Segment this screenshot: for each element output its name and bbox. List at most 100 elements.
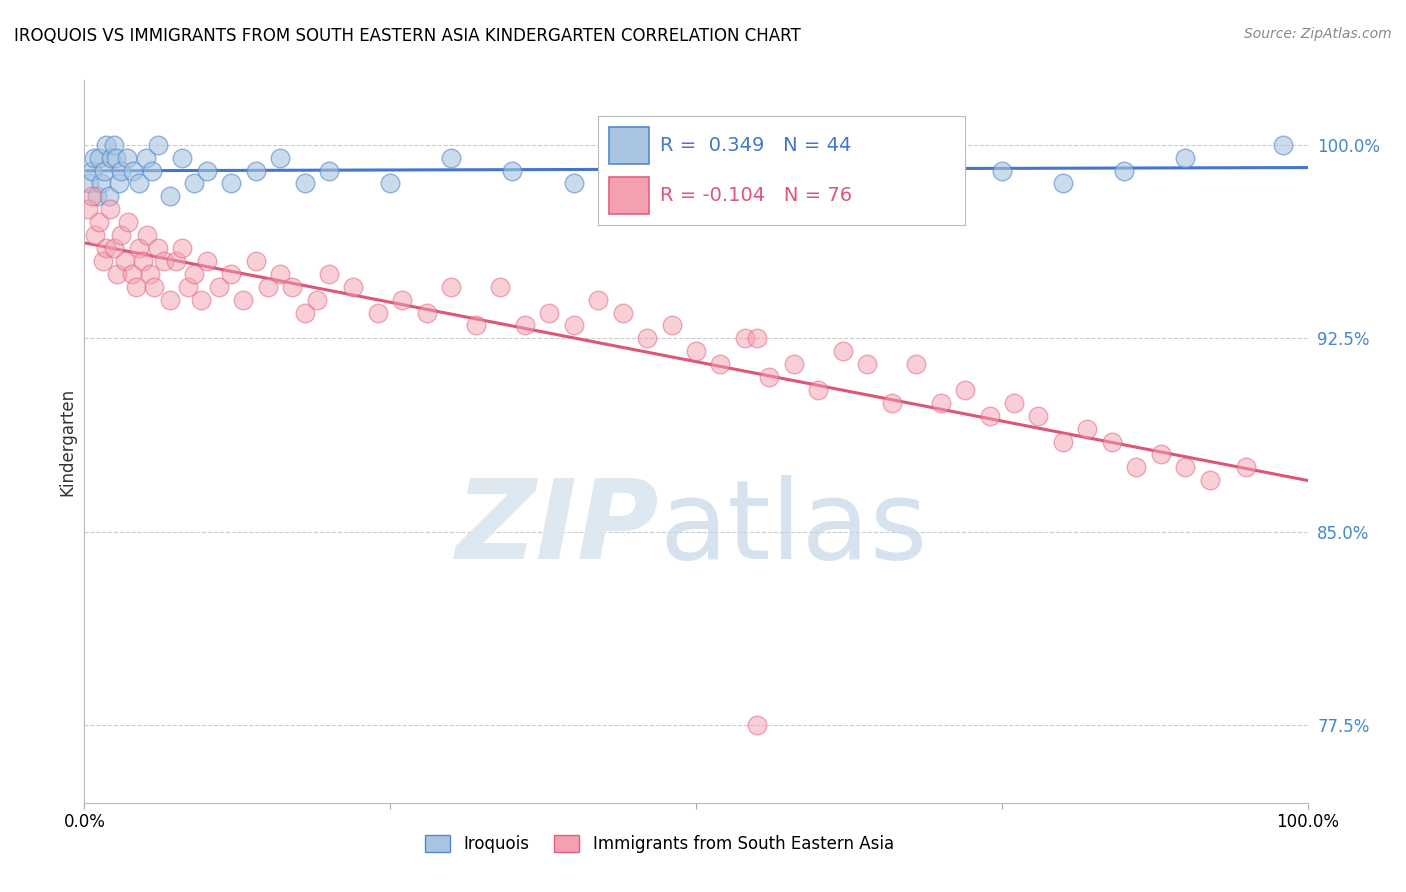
- Point: [562, 177, 585, 191]
- Point: [929, 396, 952, 410]
- Point: [709, 357, 731, 371]
- Point: [624, 151, 647, 165]
- Point: [991, 163, 1014, 178]
- Point: [869, 163, 891, 178]
- Point: [245, 254, 267, 268]
- Point: [190, 293, 212, 307]
- Point: [135, 151, 157, 165]
- Point: [146, 241, 169, 255]
- Point: [90, 177, 112, 191]
- Point: [97, 189, 120, 203]
- Point: [87, 215, 110, 229]
- Point: [183, 267, 205, 281]
- Point: [135, 228, 157, 243]
- Point: [91, 254, 114, 268]
- Point: [1114, 163, 1136, 178]
- Point: [1002, 396, 1025, 410]
- Point: [100, 151, 122, 165]
- Point: [208, 279, 231, 293]
- Point: [318, 267, 340, 281]
- Point: [586, 293, 609, 307]
- Point: [747, 331, 769, 345]
- Point: [245, 163, 267, 178]
- Point: [318, 163, 340, 178]
- Point: [929, 177, 952, 191]
- Y-axis label: Kindergarten: Kindergarten: [58, 387, 76, 496]
- Point: [1150, 447, 1173, 461]
- Point: [281, 279, 304, 293]
- Point: [172, 241, 194, 255]
- Point: [440, 279, 463, 293]
- Point: [128, 241, 150, 255]
- Text: ZIP: ZIP: [456, 475, 659, 582]
- Point: [183, 177, 205, 191]
- Point: [391, 293, 413, 307]
- Point: [831, 344, 853, 359]
- Point: [117, 215, 139, 229]
- Point: [1052, 434, 1074, 449]
- Point: [416, 305, 439, 319]
- Point: [612, 305, 634, 319]
- Point: [342, 279, 364, 293]
- Point: [139, 267, 162, 281]
- Point: [159, 189, 181, 203]
- Point: [146, 137, 169, 152]
- Point: [807, 151, 830, 165]
- Point: [1101, 434, 1123, 449]
- Point: [177, 279, 200, 293]
- Point: [87, 151, 110, 165]
- Point: [562, 318, 585, 333]
- Point: [93, 163, 115, 178]
- Point: [84, 228, 107, 243]
- Text: Source: ZipAtlas.com: Source: ZipAtlas.com: [1244, 27, 1392, 41]
- Point: [269, 267, 291, 281]
- Point: [98, 202, 121, 217]
- Point: [953, 383, 976, 397]
- Point: [880, 396, 903, 410]
- Point: [83, 151, 105, 165]
- Point: [905, 357, 928, 371]
- Point: [107, 177, 129, 191]
- Point: [257, 279, 280, 293]
- Point: [1174, 151, 1197, 165]
- Point: [219, 267, 242, 281]
- Point: [122, 163, 145, 178]
- Point: [856, 357, 879, 371]
- Point: [464, 318, 486, 333]
- Point: [121, 267, 143, 281]
- Point: [305, 293, 328, 307]
- Point: [783, 357, 806, 371]
- Point: [1198, 473, 1220, 487]
- Point: [636, 331, 658, 345]
- Point: [195, 254, 218, 268]
- Point: [440, 151, 463, 165]
- Point: [132, 254, 155, 268]
- Point: [685, 344, 707, 359]
- Point: [1028, 409, 1050, 423]
- Text: IROQUOIS VS IMMIGRANTS FROM SOUTH EASTERN ASIA KINDERGARTEN CORRELATION CHART: IROQUOIS VS IMMIGRANTS FROM SOUTH EASTER…: [14, 27, 801, 45]
- Point: [96, 241, 118, 255]
- Point: [807, 383, 830, 397]
- Point: [103, 241, 125, 255]
- Point: [195, 163, 218, 178]
- Point: [110, 228, 132, 243]
- Point: [115, 151, 138, 165]
- Point: [489, 279, 512, 293]
- Point: [294, 305, 316, 319]
- Point: [758, 370, 780, 384]
- Point: [165, 254, 187, 268]
- Point: [1076, 422, 1098, 436]
- Point: [159, 293, 181, 307]
- Legend: Iroquois, Immigrants from South Eastern Asia: Iroquois, Immigrants from South Eastern …: [418, 828, 900, 860]
- Point: [128, 177, 150, 191]
- Point: [502, 163, 524, 178]
- Text: atlas: atlas: [659, 475, 928, 582]
- Point: [269, 151, 291, 165]
- Point: [538, 305, 561, 319]
- Point: [105, 267, 128, 281]
- Point: [141, 163, 163, 178]
- Point: [96, 137, 118, 152]
- Point: [153, 254, 176, 268]
- Point: [734, 331, 756, 345]
- Point: [103, 137, 125, 152]
